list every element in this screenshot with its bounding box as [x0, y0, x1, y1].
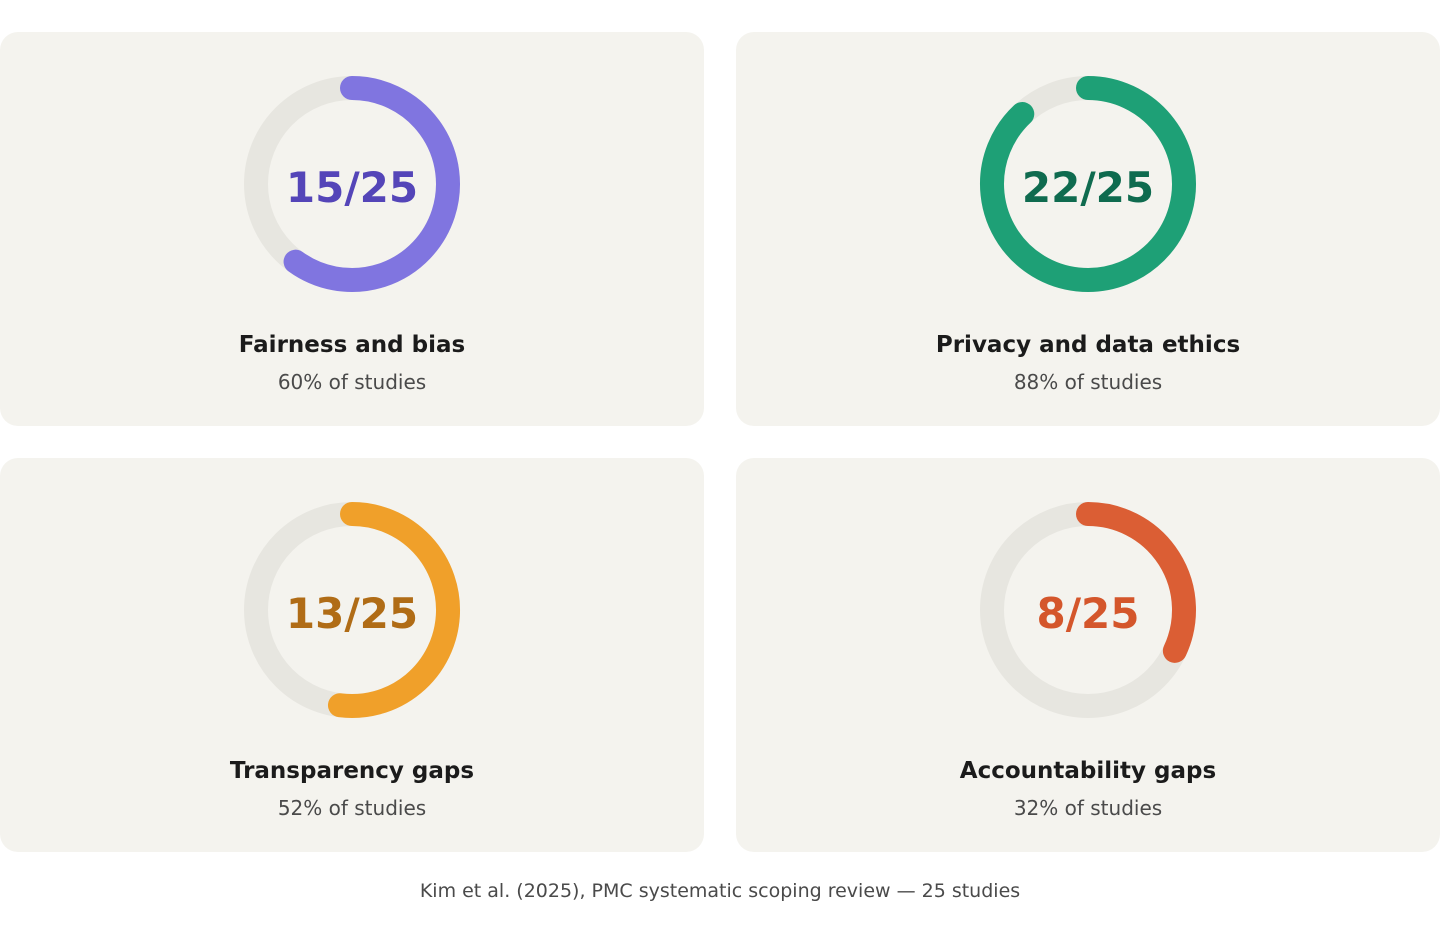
card-subtitle: 52% of studies — [277, 796, 427, 820]
donut-center-label: 15/25 — [285, 162, 419, 212]
donut-chart-transparency — [244, 502, 461, 718]
donut-arc — [283, 76, 460, 292]
donut-fairness: 15/25 — [242, 74, 462, 294]
donut-chart-privacy — [980, 76, 1196, 292]
source-caption: Kim et al. (2025), PMC systematic scopin… — [419, 880, 1021, 902]
card-title: Accountability gaps — [959, 758, 1217, 784]
card-title: Transparency gaps — [229, 758, 475, 784]
card-transparency: 13/25 Transparency gaps 52% of studies — [0, 458, 704, 852]
card-accountability: 8/25 Accountability gaps 32% of studies — [736, 458, 1440, 852]
donut-chart-fairness — [244, 76, 460, 292]
donut-chart-accountability — [980, 502, 1196, 718]
donut-grid: 15/25 Fairness and bias 60% of studies 2… — [0, 32, 1440, 852]
card-subtitle: 32% of studies — [1013, 796, 1163, 820]
card-subtitle: 60% of studies — [277, 370, 427, 394]
donut-privacy: 22/25 — [978, 74, 1198, 294]
donut-transparency: 13/25 — [242, 500, 462, 720]
card-fairness: 15/25 Fairness and bias 60% of studies — [0, 32, 704, 426]
donut-center-label: 8/25 — [1036, 588, 1140, 638]
donut-arc — [327, 502, 461, 718]
donut-center-label: 13/25 — [285, 588, 419, 638]
donut-arc — [1076, 502, 1196, 663]
donut-accountability: 8/25 — [978, 500, 1198, 720]
donut-arc — [980, 76, 1196, 292]
card-title: Privacy and data ethics — [935, 332, 1241, 358]
card-subtitle: 88% of studies — [1013, 370, 1163, 394]
donut-center-label: 22/25 — [1021, 162, 1155, 212]
card-privacy: 22/25 Privacy and data ethics 88% of stu… — [736, 32, 1440, 426]
card-title: Fairness and bias — [238, 332, 466, 358]
